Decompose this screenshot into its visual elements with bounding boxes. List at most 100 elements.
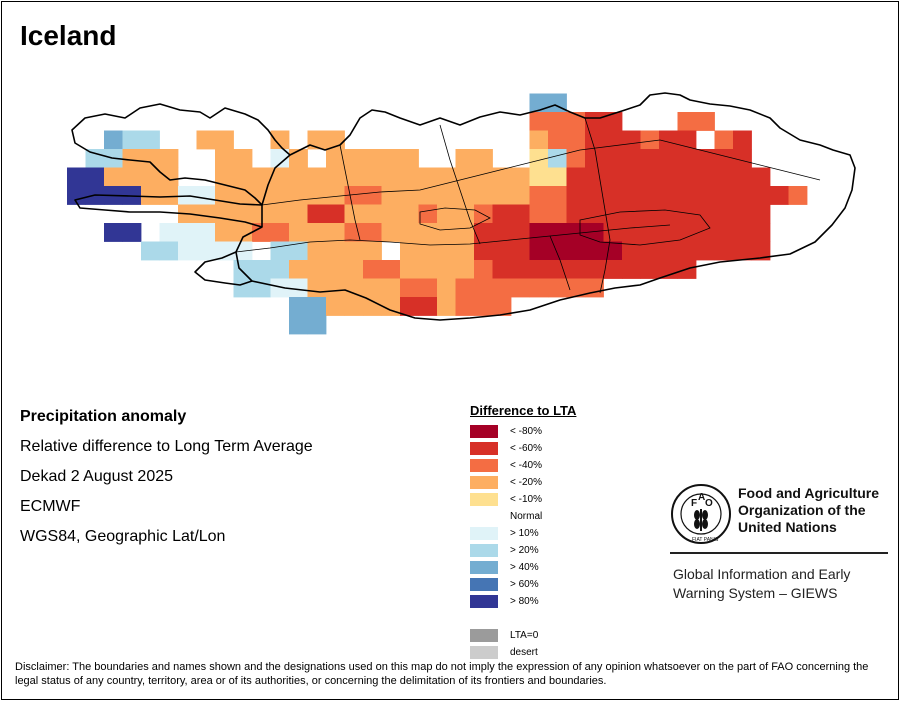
anomaly-cell [326,241,345,261]
anomaly-cell [585,167,604,187]
anomaly-cell [400,167,419,187]
anomaly-cell [418,167,438,187]
anomaly-cell [196,241,216,261]
anomaly-cell [363,278,382,298]
fao-logo-icon: F A O FIAT PANIS [671,484,731,544]
anomaly-cell [418,278,438,298]
legend-swatch [470,544,498,557]
map-measure: Relative difference to Long Term Average [20,438,313,455]
legend-item: > 20% [470,542,576,559]
anomaly-cell [381,167,401,187]
anomaly-cell [603,167,623,187]
legend-item: desert [470,644,576,661]
anomaly-cell [326,186,345,205]
legend-swatch [470,578,498,591]
anomaly-cell [437,167,456,187]
legend-item: Normal [470,508,576,525]
region-boundary [659,139,821,181]
anomaly-cell [363,260,382,279]
anomaly-cell [307,204,327,224]
anomaly-cell [733,167,752,187]
anomaly-cell [233,260,253,279]
anomaly-cell [529,130,549,150]
legend-swatch [470,425,498,438]
anomaly-cell [751,186,771,205]
anomaly-cell [326,167,345,187]
anomaly-cell [233,223,253,242]
anomaly-cell [85,149,105,168]
anomaly-cell [492,278,512,298]
anomaly-cell [196,204,216,224]
anomaly-cell [381,278,401,298]
anomaly-cell [677,204,697,224]
anomaly-cell [381,186,401,205]
anomaly-cell [529,241,549,261]
anomaly-cell [511,204,530,224]
anomaly-cell [585,204,604,224]
legend-label: < -20% [510,477,542,488]
anomaly-cell [659,260,678,279]
anomaly-cell [585,186,604,205]
anomaly-cell [233,149,253,168]
anomaly-cell [474,204,493,224]
anomaly-cell [733,241,752,261]
legend-swatch [470,476,498,489]
anomaly-cell [474,167,493,187]
legend-item: > 80% [470,593,576,610]
legend-swatch [470,442,498,455]
anomaly-cell [455,297,475,316]
anomaly-cell [196,223,216,242]
anomaly-cell [289,241,308,261]
anomaly-cell [270,278,290,298]
region-boundary [584,117,611,294]
anomaly-cell [603,112,623,131]
anomaly-cell [455,149,475,168]
legend-item: < -40% [470,457,576,474]
anomaly-cell [566,186,586,205]
anomaly-cell [307,186,327,205]
disclaimer: Disclaimer: The boundaries and names sho… [15,661,869,687]
map-period: Dekad 2 August 2025 [20,468,174,485]
anomaly-cell [622,241,641,261]
anomaly-cell [233,204,253,224]
anomaly-cell [548,112,567,131]
anomaly-cell [566,260,586,279]
anomaly-cell [529,223,549,242]
anomaly-cell [418,297,438,316]
anomaly-cell [622,186,641,205]
anomaly-cell [566,149,586,168]
legend-label: > 60% [510,579,539,590]
anomaly-cell [640,260,660,279]
anomaly-cell [696,149,715,168]
branding-divider [670,552,888,554]
anomaly-cell [677,223,697,242]
anomaly-cell [529,186,549,205]
anomaly-cell [104,167,123,187]
anomaly-cell [659,241,678,261]
anomaly-cell [307,167,327,187]
anomaly-cell [714,130,734,150]
anomaly-cell [751,204,771,224]
anomaly-cell [141,167,160,187]
svg-text:FIAT PANIS: FIAT PANIS [692,537,719,543]
anomaly-cell [307,223,327,242]
anomaly-cell [677,112,697,131]
anomaly-cell [418,260,438,279]
anomaly-cell [677,241,697,261]
legend-label: < -60% [510,443,542,454]
anomaly-cell [381,149,401,168]
anomaly-cell [252,223,271,242]
anomaly-cell [307,278,327,298]
legend-item: < -80% [470,423,576,440]
anomaly-cell [733,223,752,242]
anomaly-cell [474,297,493,316]
anomaly-cell [677,167,697,187]
anomaly-cell [659,167,678,187]
anomaly-cell [326,204,345,224]
anomaly-cell [566,278,586,298]
anomaly-cell [474,241,493,261]
map-subject: Precipitation anomaly [20,408,187,425]
anomaly-cell [548,260,567,279]
anomaly-cell [104,223,123,242]
